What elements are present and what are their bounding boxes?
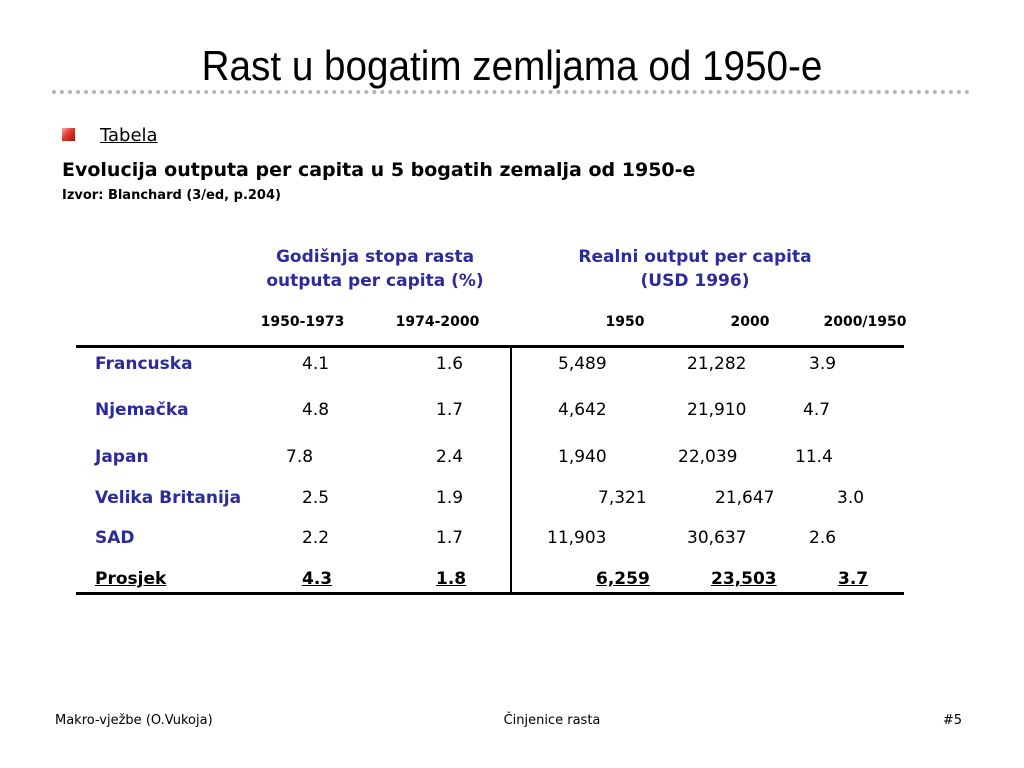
country-name: Njemačka xyxy=(95,400,189,420)
country-name: Velika Britanija xyxy=(95,488,242,508)
bullet-text: Tabela xyxy=(100,125,158,146)
group-header-growth: Godišnja stopa rasta outputa per capita … xyxy=(240,245,510,293)
group-header-line: Godišnja stopa rasta xyxy=(275,247,475,267)
footer-center: Činjenice rasta xyxy=(503,713,601,728)
table-bottom-rule xyxy=(76,592,904,595)
slide-title: Rast u bogatim zemljama od 1950-e xyxy=(201,42,823,89)
table-subtitle: Evolucija outputa per capita u 5 bogatih… xyxy=(62,159,696,181)
table-cell: 4.3 xyxy=(302,569,333,589)
table-cell: 5,489 xyxy=(558,354,607,374)
country-name: Francuska xyxy=(95,354,193,374)
group-header-line: (USD 1996) xyxy=(640,271,750,291)
table-cell: 4.1 xyxy=(302,354,330,374)
table-cell: 22,039 xyxy=(678,447,738,467)
table-cell: 4,642 xyxy=(558,400,607,420)
table-cell: 3.7 xyxy=(838,569,869,589)
footer-page-number: #5 xyxy=(942,713,962,728)
table-cell: 1.9 xyxy=(436,488,464,508)
country-name: SAD xyxy=(95,528,135,548)
title-divider xyxy=(52,90,970,94)
column-header: 1950 xyxy=(605,314,645,330)
table-cell: 2.5 xyxy=(302,488,330,508)
bullet-square-icon xyxy=(62,128,75,141)
table-cell: 1.7 xyxy=(436,528,464,548)
table-cell: 4.8 xyxy=(302,400,330,420)
country-name: Japan xyxy=(95,447,149,467)
table-cell: 1.8 xyxy=(436,569,467,589)
table-source: Izvor: Blanchard (3/ed, p.204) xyxy=(62,188,281,203)
table-cell: 7.8 xyxy=(286,447,314,467)
table-cell: 1.7 xyxy=(436,400,464,420)
column-header: 1974-2000 xyxy=(395,314,480,330)
table-column-divider xyxy=(510,348,512,592)
table-top-rule xyxy=(76,345,904,348)
table-cell: 7,321 xyxy=(598,488,647,508)
table-cell: 21,910 xyxy=(687,400,747,420)
footer-left: Makro-vježbe (O.Vukoja) xyxy=(55,713,213,728)
table-cell: 2.4 xyxy=(436,447,464,467)
group-header-line: outputa per capita (%) xyxy=(266,271,484,291)
table-cell: 2.2 xyxy=(302,528,330,548)
table-cell: 11.4 xyxy=(795,447,833,467)
column-header: 2000 xyxy=(730,314,770,330)
table-cell: 23,503 xyxy=(711,569,777,589)
column-header: 1950-1973 xyxy=(260,314,345,330)
group-header-output: Realni output per capita (USD 1996) xyxy=(555,245,835,293)
table-cell: 21,647 xyxy=(715,488,775,508)
table-cell: 4.7 xyxy=(803,400,831,420)
group-header-line: Realni output per capita xyxy=(578,247,812,267)
table-cell: 21,282 xyxy=(687,354,747,374)
table-cell: 11,903 xyxy=(547,528,607,548)
table-cell: 6,259 xyxy=(596,569,650,589)
table-cell: 1,940 xyxy=(558,447,607,467)
table-cell: 3.0 xyxy=(837,488,865,508)
country-name: Prosjek xyxy=(95,569,167,589)
column-header: 2000/1950 xyxy=(823,314,907,330)
table-cell: 1.6 xyxy=(436,354,464,374)
table-cell: 2.6 xyxy=(809,528,837,548)
table-cell: 30,637 xyxy=(687,528,747,548)
table-cell: 3.9 xyxy=(809,354,837,374)
